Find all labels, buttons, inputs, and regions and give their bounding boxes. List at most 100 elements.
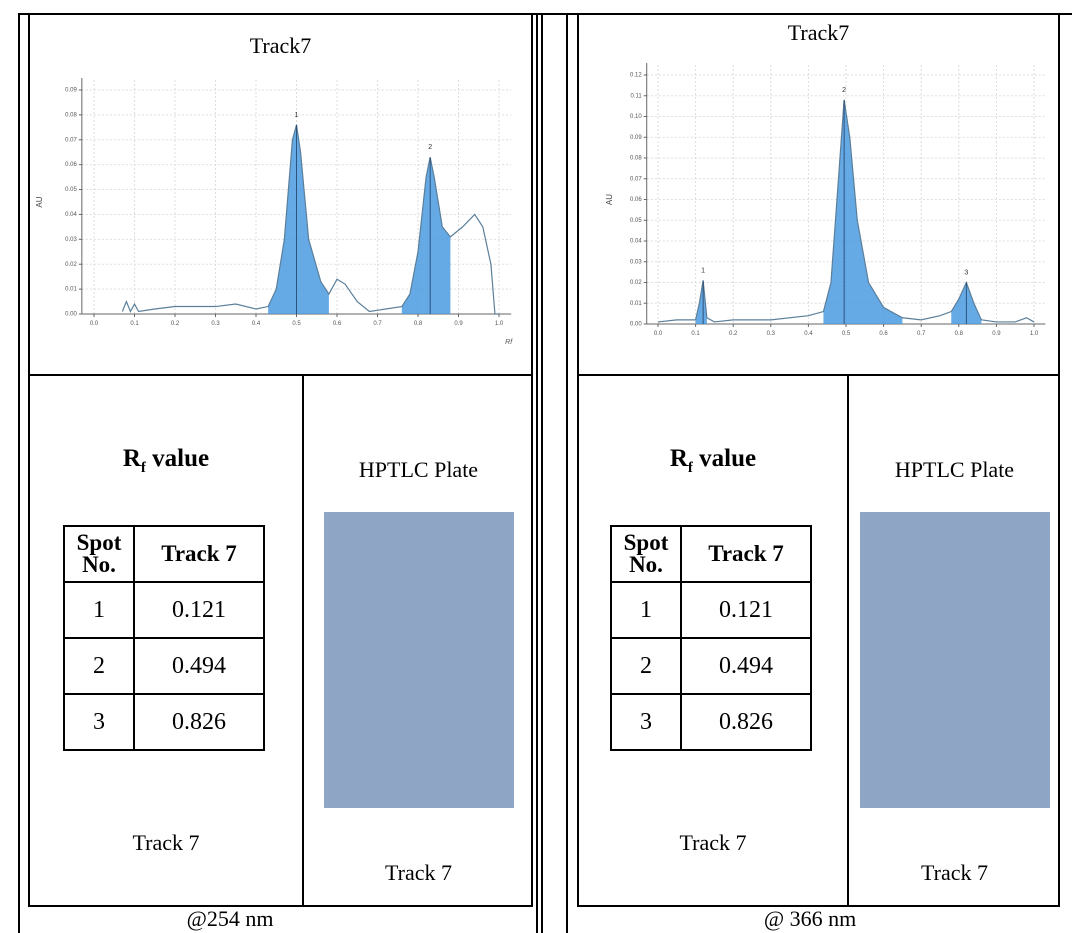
header-cell: Spot No. <box>610 525 682 583</box>
x-tick-label: 0.2 <box>171 321 180 327</box>
plate-label: Track 7 <box>384 860 453 885</box>
chromatogram: Track70.000.010.020.030.040.050.060.070.… <box>35 33 513 346</box>
track-label: Track 7 <box>679 830 747 855</box>
header-cell: Track 7 <box>680 525 812 583</box>
table-row: 1 0.121 <box>610 581 812 639</box>
x-tick-label: 0.6 <box>333 321 342 327</box>
x-axis-label: Rf <box>505 339 513 346</box>
y-tick-label: 0.04 <box>630 239 642 245</box>
plate-image <box>323 512 514 808</box>
y-tick-label: 0.01 <box>630 301 642 307</box>
chromatogram: Track70.000.010.020.030.040.050.060.070.… <box>605 20 1046 337</box>
table-row: 1 0.121 <box>63 581 265 639</box>
x-tick-label: 0.1 <box>691 331 700 337</box>
chart-title: Track7 <box>250 33 312 58</box>
table-cell: 3 <box>610 693 682 751</box>
split-line <box>302 374 304 905</box>
y-axis-label: AU <box>605 194 614 205</box>
rf-title-rest: value <box>692 445 757 472</box>
x-tick-label: 1.0 <box>495 321 504 327</box>
header-cell: Track 7 <box>133 525 265 583</box>
caption: @254 nm <box>186 906 274 931</box>
table-cell: 0.826 <box>680 693 812 751</box>
rf-title-main: R <box>122 445 141 472</box>
chart-title: Track7 <box>788 20 850 45</box>
rf-title-sub: f <box>140 460 146 476</box>
x-tick-label: 0.1 <box>130 321 139 327</box>
x-tick-label: 0.3 <box>211 321 220 327</box>
x-tick-label: 0.5 <box>842 331 851 337</box>
y-tick-label: 0.07 <box>630 176 642 182</box>
peak-label: 1 <box>701 267 705 274</box>
rf-title: Rf value <box>30 445 302 477</box>
rf-title-rest: value <box>145 445 210 472</box>
table-cell: 2 <box>63 637 135 695</box>
header-row: Spot No. Track 7 <box>610 525 812 583</box>
y-tick-label: 0.12 <box>630 73 642 79</box>
y-tick-label: 0.03 <box>65 237 77 243</box>
y-tick-label: 0.07 <box>65 137 77 143</box>
x-tick-label: 0.8 <box>955 331 964 337</box>
track-label: Track 7 <box>132 830 200 855</box>
peak-area <box>823 99 903 325</box>
x-tick-label: 0.5 <box>292 321 301 327</box>
rf-title-sub: f <box>687 460 693 476</box>
y-axis-label: AU <box>35 196 44 207</box>
frame-line <box>536 13 538 933</box>
y-tick-label: 0.06 <box>630 197 642 203</box>
x-tick-label: 0.0 <box>654 331 663 337</box>
y-tick-label: 0.10 <box>630 114 642 120</box>
table-cell: 1 <box>610 581 682 639</box>
y-tick-label: 0.00 <box>65 312 77 318</box>
header-row: Spot No. Track 7 <box>63 525 265 583</box>
peak-label: 2 <box>428 144 432 151</box>
table-cell: 1 <box>63 581 135 639</box>
y-tick-label: 0.09 <box>630 135 642 141</box>
rf-table: Spot No. Track 7 1 0.121 2 0.494 3 0.826 <box>610 525 812 751</box>
plate-title: HPTLC Plate <box>358 457 479 482</box>
table-row: 2 0.494 <box>610 637 812 695</box>
y-tick-label: 0.02 <box>65 262 77 268</box>
x-tick-label: 0.8 <box>414 321 423 327</box>
y-tick-label: 0.08 <box>630 156 642 162</box>
curve <box>121 124 499 315</box>
y-tick-label: 0.09 <box>65 88 77 94</box>
table-row: 3 0.826 <box>63 693 265 751</box>
table-cell: 0.121 <box>133 581 265 639</box>
y-tick-label: 0.00 <box>630 322 642 328</box>
rf-table: Spot No. Track 7 1 0.121 2 0.494 3 0.826 <box>63 525 265 751</box>
peak-label: 1 <box>295 112 299 119</box>
table-row: 2 0.494 <box>63 637 265 695</box>
curve <box>657 99 1035 323</box>
y-tick-label: 0.03 <box>630 259 642 265</box>
table-cell: 0.494 <box>680 637 812 695</box>
x-tick-label: 0.9 <box>454 321 463 327</box>
y-tick-label: 0.05 <box>630 218 642 224</box>
y-tick-label: 0.06 <box>65 162 77 168</box>
panel: Track7 0.00 0.01 0.02 0.03 0.04 0.05 0.06 0.07 0.… <box>28 13 533 907</box>
chart-box: Track7 0.00 0.01 0.02 0.03 0.04 0.05 0.06 0.07 0.… <box>30 15 531 376</box>
plate-image <box>859 512 1050 808</box>
split-line <box>847 374 849 905</box>
y-tick-label: 0.05 <box>65 187 77 193</box>
peak-area <box>268 124 329 314</box>
x-tick-label: 0.0 <box>90 321 99 327</box>
table-cell: 0.121 <box>680 581 812 639</box>
y-tick-label: 0.01 <box>65 287 77 293</box>
caption: @ 366 nm <box>763 906 857 931</box>
table-cell: 0.494 <box>133 637 265 695</box>
peak-label: 3 <box>964 270 968 277</box>
rf-title: Rf value <box>579 445 847 477</box>
x-tick-label: 0.4 <box>252 321 261 327</box>
frame-line <box>541 13 543 933</box>
y-tick-label: 0.02 <box>630 280 642 286</box>
chart-box: Track7 0.00 0.01 0.02 0.03 0.04 0.05 0.06 0.07 0.… <box>579 15 1058 376</box>
plate-title: HPTLC Plate <box>894 457 1015 482</box>
panel: Track7 0.00 0.01 0.02 0.03 0.04 0.05 0.06 0.07 0.… <box>577 13 1060 907</box>
table-cell: 2 <box>610 637 682 695</box>
x-tick-label: 0.9 <box>992 331 1001 337</box>
x-tick-label: 0.7 <box>917 331 926 337</box>
x-tick-label: 0.3 <box>767 331 776 337</box>
peak-label: 2 <box>842 87 846 94</box>
